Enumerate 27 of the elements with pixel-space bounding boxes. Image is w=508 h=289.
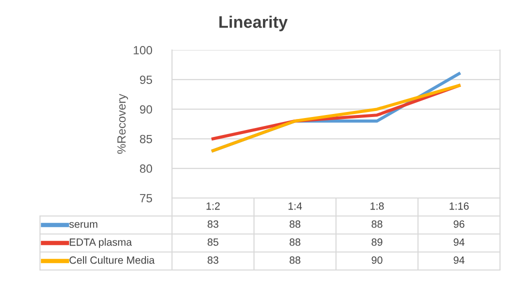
y-tick-label: 75 — [140, 194, 152, 202]
legend-label: serum — [69, 222, 98, 228]
data-label: 88 — [290, 238, 300, 246]
data-label: 83 — [208, 256, 218, 264]
chart-title: Linearity — [219, 16, 288, 32]
y-tick-label: 95 — [140, 76, 152, 84]
data-label: 88 — [290, 220, 300, 228]
y-tick-label: 100 — [134, 46, 152, 54]
y-tick-label: 90 — [140, 105, 152, 114]
data-label: 90 — [372, 256, 382, 264]
data-label: 88 — [290, 256, 300, 264]
data-label: 94 — [454, 238, 464, 246]
legend-label: Cell Culture Media — [70, 256, 155, 264]
data-label: 88 — [372, 220, 382, 228]
data-label: 96 — [454, 220, 464, 228]
data-label: 85 — [208, 238, 218, 246]
y-tick-label: 80 — [140, 164, 152, 173]
x-tick-label: 1:8 — [370, 202, 384, 210]
y-axis-title: %Recovery — [117, 94, 128, 154]
x-tick-label: 1:2 — [206, 202, 220, 210]
x-tick-label: 1:4 — [288, 202, 302, 210]
data-label: 89 — [372, 238, 382, 246]
data-label: 83 — [208, 220, 218, 228]
y-tick-label: 85 — [140, 134, 152, 144]
x-tick-label: 1:16 — [450, 202, 469, 210]
data-label: 94 — [454, 256, 464, 264]
legend-label: EDTA plasma — [70, 238, 132, 248]
